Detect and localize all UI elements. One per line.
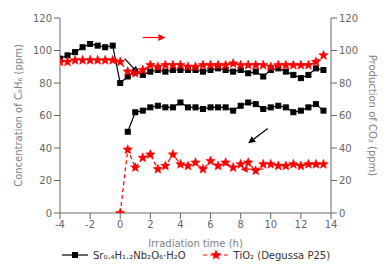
svg-text:120: 120 <box>339 13 358 24</box>
svg-text:40: 40 <box>39 143 52 154</box>
svg-text:0: 0 <box>46 208 52 219</box>
svg-text:40: 40 <box>339 143 352 154</box>
svg-text:0: 0 <box>339 208 345 219</box>
svg-text:120: 120 <box>33 13 52 24</box>
html-text:TiO₂ (Degussa P25): TiO₂ (Degussa P25) <box>233 249 331 261</box>
svg-text:10: 10 <box>264 219 277 230</box>
svg-text:20: 20 <box>39 175 52 186</box>
svg-text:2: 2 <box>147 219 153 230</box>
svg-text:Concentration of C₆H₆ (ppm): Concentration of C₆H₆ (ppm) <box>13 44 24 187</box>
svg-text:4: 4 <box>177 219 183 230</box>
svg-text:100: 100 <box>339 45 358 56</box>
svg-text:12: 12 <box>295 219 308 230</box>
svg-text:14: 14 <box>325 219 338 230</box>
svg-text:60: 60 <box>39 110 52 121</box>
svg-text:20: 20 <box>339 175 352 186</box>
svg-text:0: 0 <box>117 219 123 230</box>
svg-text:-2: -2 <box>85 219 95 230</box>
html-text:Sr₀.₄H₁.₂Nb₂O₆·H₂O: Sr₀.₄H₁.₂Nb₂O₆·H₂O <box>92 249 186 261</box>
svg-text:Irradiation time (h): Irradiation time (h) <box>148 238 243 249</box>
svg-text:80: 80 <box>339 78 352 89</box>
svg-text:8: 8 <box>237 219 243 230</box>
svg-text:60: 60 <box>339 110 352 121</box>
svg-text:-4: -4 <box>55 219 65 230</box>
svg-text:Production of CO₂ (ppm): Production of CO₂ (ppm) <box>367 55 378 177</box>
svg-text:6: 6 <box>207 219 213 230</box>
svg-text:100: 100 <box>33 45 52 56</box>
svg-text:80: 80 <box>39 78 52 89</box>
